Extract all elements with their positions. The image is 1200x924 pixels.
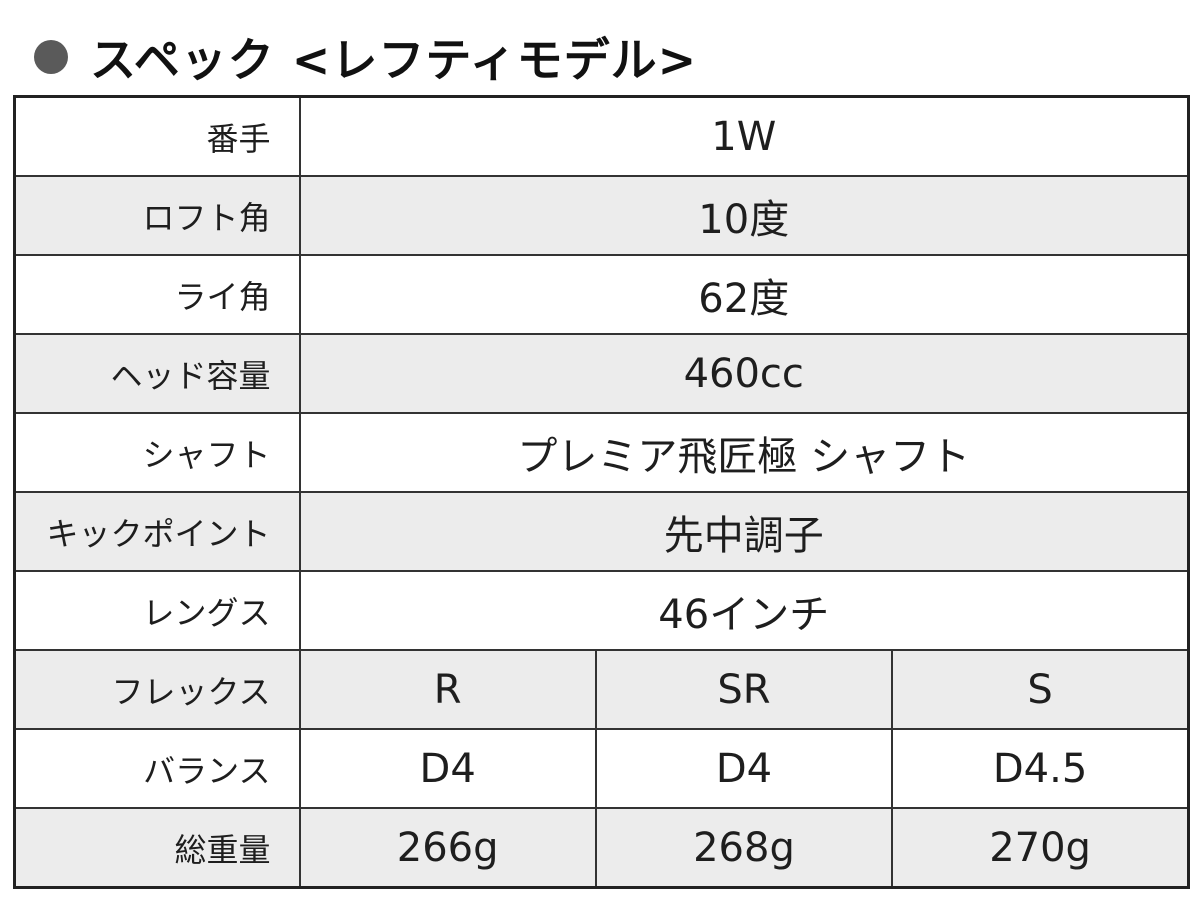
- spec-row-loft: ロフト角 10度: [13, 175, 1190, 256]
- spec-value-r: 266g: [298, 807, 597, 889]
- bullet-icon: [34, 40, 68, 74]
- spec-label: フレックス: [13, 649, 301, 730]
- spec-value: 1W: [298, 95, 1190, 177]
- section-heading: スペック <レフティモデル>: [34, 22, 697, 92]
- spec-row-length: レングス 46インチ: [13, 570, 1190, 651]
- spec-label: シャフト: [13, 412, 301, 493]
- spec-value-sr: D4: [594, 728, 894, 809]
- spec-label: ロフト角: [13, 175, 301, 256]
- spec-label: ヘッド容量: [13, 333, 301, 414]
- spec-value-s: D4.5: [891, 728, 1190, 809]
- spec-label: レングス: [13, 570, 301, 651]
- spec-value-sr: 268g: [594, 807, 894, 889]
- spec-value-r: R: [298, 649, 597, 730]
- spec-value: 62度: [298, 254, 1190, 335]
- spec-label: 番手: [13, 95, 301, 177]
- spec-row-club-number: 番手 1W: [13, 95, 1190, 177]
- section-title: スペック <レフティモデル>: [90, 33, 698, 87]
- spec-value-s: 270g: [891, 807, 1190, 889]
- spec-value-r: D4: [298, 728, 597, 809]
- spec-row-kick-point: キックポイント 先中調子: [13, 491, 1190, 572]
- spec-value: 先中調子: [298, 491, 1190, 572]
- spec-label: キックポイント: [13, 491, 301, 572]
- spec-value-sr: SR: [594, 649, 894, 730]
- spec-label: ライ角: [13, 254, 301, 335]
- spec-row-balance: バランス D4 D4 D4.5: [13, 728, 1190, 809]
- spec-row-shaft: シャフト プレミア飛匠極 シャフト: [13, 412, 1190, 493]
- spec-table: 番手 1W ロフト角 10度 ライ角 62度 ヘッド容量 460cc シャフト …: [13, 95, 1190, 889]
- spec-row-total-weight: 総重量 266g 268g 270g: [13, 807, 1190, 889]
- spec-value: 46インチ: [298, 570, 1190, 651]
- spec-row-lie: ライ角 62度: [13, 254, 1190, 335]
- spec-value: 10度: [298, 175, 1190, 256]
- spec-label: 総重量: [13, 807, 301, 889]
- spec-value-s: S: [891, 649, 1190, 730]
- spec-row-head-volume: ヘッド容量 460cc: [13, 333, 1190, 414]
- spec-label: バランス: [13, 728, 301, 809]
- spec-row-flex: フレックス R SR S: [13, 649, 1190, 730]
- spec-value: 460cc: [298, 333, 1190, 414]
- spec-value: プレミア飛匠極 シャフト: [298, 412, 1190, 493]
